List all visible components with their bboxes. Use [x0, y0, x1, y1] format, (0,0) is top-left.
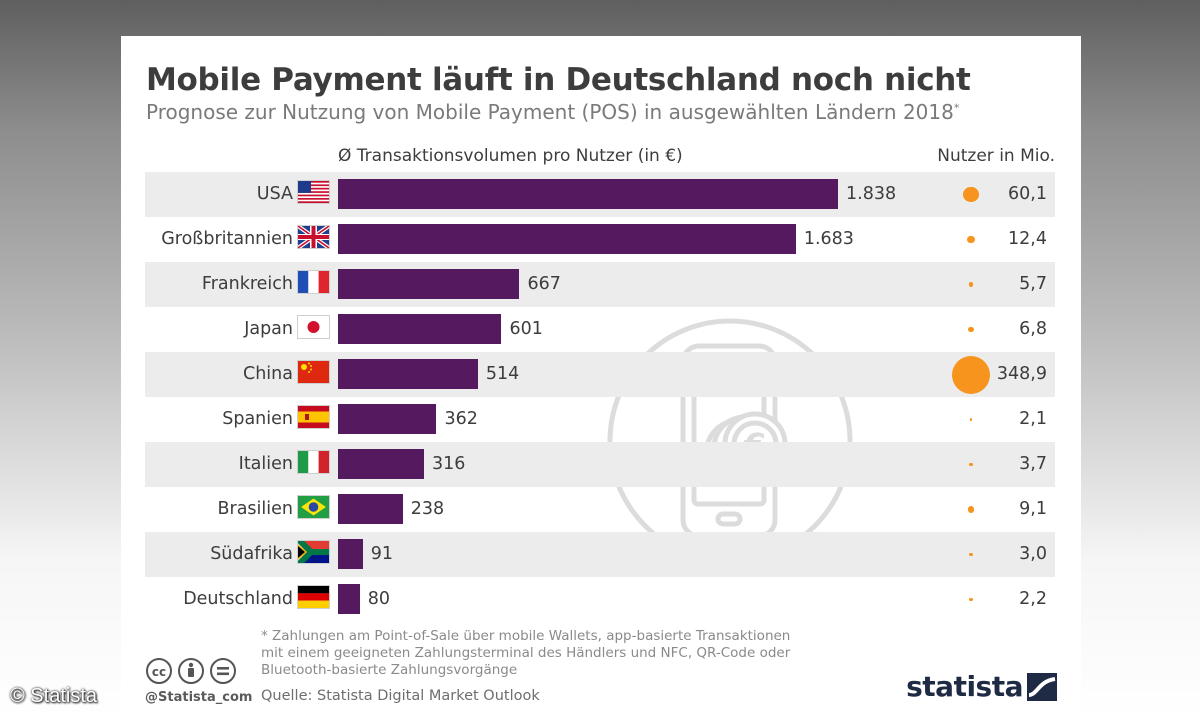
chart-subtitle: Prognose zur Nutzung von Mobile Payment …	[146, 100, 959, 124]
bar-value-label: 667	[527, 274, 561, 294]
bar	[338, 359, 478, 389]
users-value: 6,8	[1019, 319, 1047, 339]
subtitle-text: Prognose zur Nutzung von Mobile Payment …	[146, 100, 954, 124]
row-suedafrika: Südafrika 91 3,0	[145, 532, 1055, 577]
bar-value-label: 80	[367, 589, 391, 609]
bar	[338, 179, 838, 209]
country-label: Großbritannien	[161, 229, 293, 249]
de-flag-icon	[298, 586, 329, 608]
row-frankreich: Frankreich 667 5,7	[145, 262, 1055, 307]
chart-rows: USA 1.838 60,1 Großbritannien 1.683 12,4…	[145, 172, 1055, 622]
bar	[338, 224, 796, 254]
statista-handle: @Statista_com	[145, 690, 253, 705]
infographic-card: Mobile Payment läuft in Deutschland noch…	[121, 36, 1081, 720]
row-deutschland: Deutschland 80 2,2	[145, 577, 1055, 622]
bar-value-label: 1.838	[846, 184, 897, 204]
users-value: 3,0	[1019, 544, 1047, 564]
users-bubble	[969, 462, 973, 467]
country-label: USA	[256, 184, 293, 204]
bar	[338, 314, 502, 344]
bar-value-label: 1.683	[803, 229, 854, 249]
users-bubble	[969, 418, 973, 421]
bar-value-label: 238	[410, 499, 445, 519]
row-usa: USA 1.838 60,1	[145, 172, 1055, 217]
za-flag-icon	[298, 541, 329, 563]
bar-value-label: 316	[431, 454, 466, 474]
row-spanien: Spanien 362 2,1	[145, 397, 1055, 442]
users-bubble	[969, 552, 973, 557]
country-label: Spanien	[222, 409, 293, 429]
statista-wordmark: statista	[906, 670, 1023, 703]
footnote: * Zahlungen am Point-of-Sale über mobile…	[261, 628, 791, 678]
subtitle-footnote-mark: *	[953, 101, 960, 115]
users-value: 60,1	[1008, 184, 1047, 204]
gb-flag-icon	[298, 226, 329, 248]
country-label: Italien	[238, 454, 293, 474]
users-bubble	[969, 597, 973, 601]
bar	[338, 584, 360, 614]
country-label: Brasilien	[217, 499, 294, 519]
cn-flag-icon	[298, 361, 329, 383]
chart-title: Mobile Payment läuft in Deutschland noch…	[146, 62, 971, 98]
bar-value-label: 514	[485, 364, 520, 384]
country-label: China	[243, 364, 293, 384]
bar-value-label: 601	[509, 319, 543, 339]
country-label: Südafrika	[210, 544, 293, 564]
bar	[338, 449, 424, 479]
users-value: 3,7	[1019, 454, 1047, 474]
users-bubble	[968, 326, 974, 333]
users-value: 348,9	[996, 364, 1047, 384]
users-bubble	[967, 506, 975, 513]
users-value: 9,1	[1019, 499, 1047, 519]
users-value: 2,2	[1019, 589, 1047, 609]
statista-logo-icon	[1027, 672, 1057, 701]
bar	[338, 269, 520, 299]
it-flag-icon	[298, 451, 329, 473]
users-bubble	[963, 186, 979, 203]
es-flag-icon	[298, 406, 329, 428]
fr-flag-icon	[298, 271, 329, 293]
country-label: Frankreich	[201, 274, 293, 294]
users-value: 12,4	[1008, 229, 1047, 249]
users-value: 2,1	[1019, 409, 1047, 429]
bar-value-label: 362	[444, 409, 478, 429]
row-brasilien: Brasilien 238 9,1	[145, 487, 1055, 532]
copyright-watermark: © Statista	[10, 685, 97, 707]
users-bubble	[967, 235, 975, 244]
creative-commons-icon: cc	[146, 658, 236, 684]
bar	[338, 539, 363, 569]
row-japan: Japan 601 6,8	[145, 307, 1055, 352]
users-value: 5,7	[1019, 274, 1047, 294]
users-bubble	[968, 282, 974, 287]
us-flag-icon	[298, 181, 329, 203]
row-italien: Italien 316 3,7	[145, 442, 1055, 487]
br-flag-icon	[298, 496, 329, 518]
country-label: Deutschland	[183, 589, 293, 609]
bar	[338, 494, 403, 524]
jp-flag-icon	[298, 316, 329, 338]
statista-logo: statista	[906, 670, 1057, 703]
bar-value-label: 91	[370, 544, 394, 564]
bar-axis-label: Ø Transaktionsvolumen pro Nutzer (in €)	[338, 146, 683, 166]
row-china: China 514 348,9	[145, 352, 1055, 397]
country-label: Japan	[244, 319, 293, 339]
svg-text:cc: cc	[152, 665, 166, 679]
row-grossbritannien: Großbritannien 1.683 12,4	[145, 217, 1055, 262]
bar	[338, 404, 437, 434]
users-column-header: Nutzer in Mio.	[937, 146, 1055, 166]
source-note: Quelle: Statista Digital Market Outlook	[261, 688, 540, 704]
users-bubble	[952, 355, 990, 394]
